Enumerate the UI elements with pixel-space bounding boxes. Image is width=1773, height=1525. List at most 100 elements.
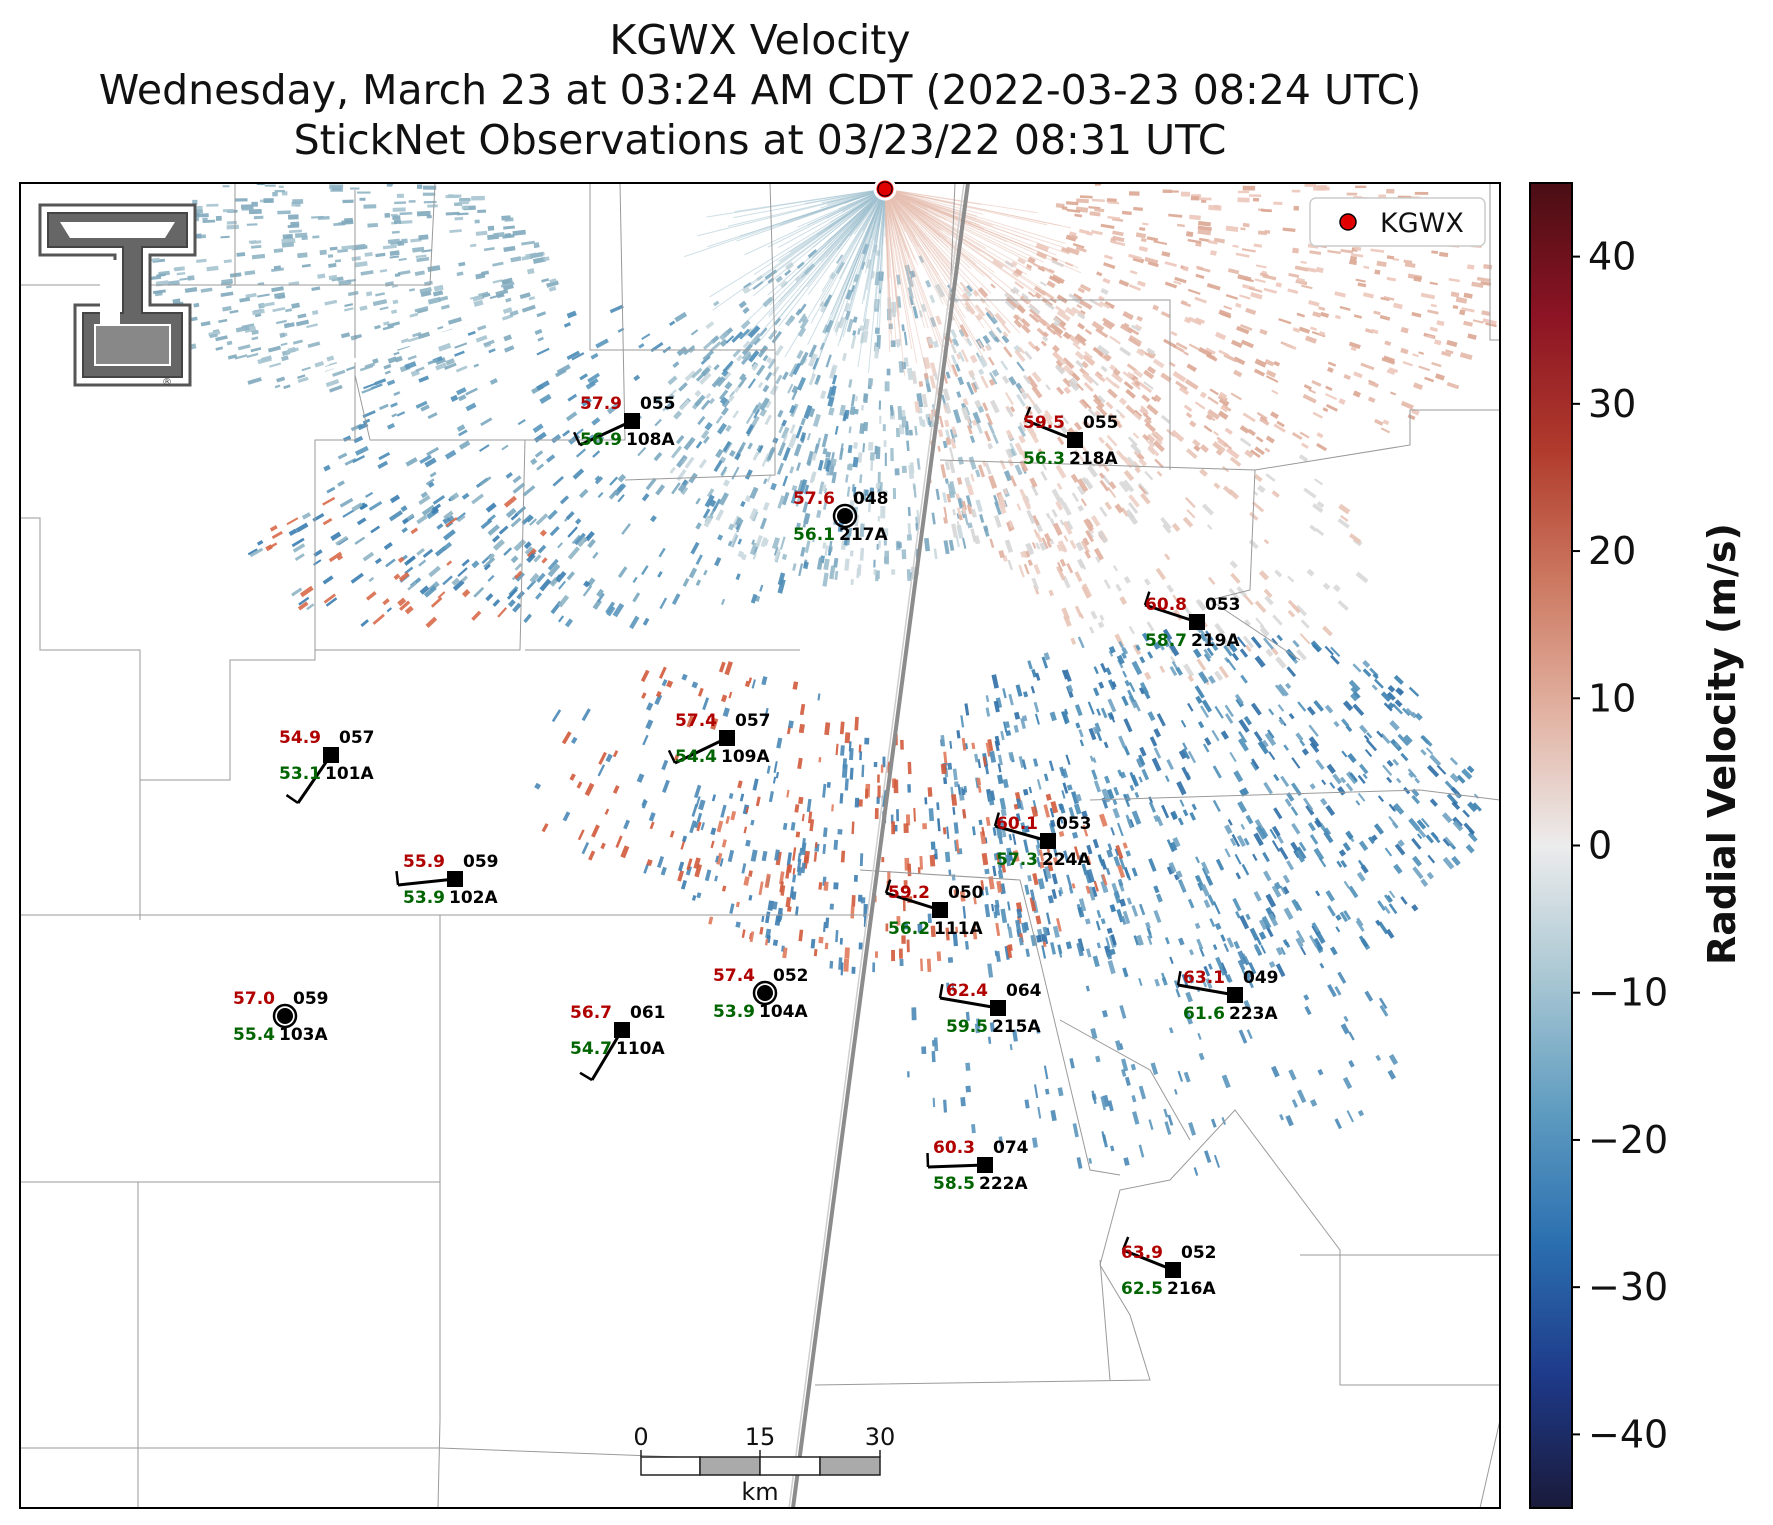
station-wind-direction: 057 [735,711,771,731]
title-radar: KGWX Velocity [609,16,911,64]
station-wind-direction: 050 [948,883,984,903]
station-219A: 60.8 053 58.7 219A [1143,591,1241,651]
wind-barb-feather-icon [938,983,944,999]
station-temperature: 60.8 [1145,595,1187,615]
station-dewpoint: 59.5 [946,1017,988,1037]
station-id: 101A [325,764,374,784]
station-wind-direction: 053 [1205,595,1241,615]
station-wind-direction: 053 [1056,814,1092,834]
station-dewpoint: 54.7 [570,1039,612,1059]
velocity-radial-gap [304,318,491,377]
station-wind-direction: 055 [1083,413,1119,433]
station-id: 108A [626,430,675,450]
station-marker-icon [757,985,773,1001]
station-wind-direction: 055 [640,394,676,414]
station-wind-direction: 052 [1181,1243,1217,1263]
station-dewpoint: 53.9 [713,1002,755,1022]
texas-tech-logo: ® [38,203,197,388]
station-224A: 60.1 053 57.3 224A [993,812,1092,870]
station-marker-icon [837,508,853,524]
station-marker-icon [447,871,463,887]
station-marker-icon [1040,833,1056,849]
station-temperature: 63.9 [1121,1243,1163,1263]
station-dewpoint: 53.9 [403,888,445,908]
calm-wind-icon [752,980,778,1006]
legend-label: KGWX [1380,208,1464,239]
station-temperature: 57.0 [233,989,275,1009]
station-marker-icon [990,1000,1006,1016]
wind-barb-feather-icon [1143,591,1151,606]
station-wind-direction: 048 [853,489,889,509]
station-wind-direction: 061 [630,1003,666,1023]
wind-barb-icon [674,736,728,765]
wind-barb-icon [1144,603,1198,624]
station-wind-direction: 059 [463,852,499,872]
sticknet-stations: 57.9 055 56.9 108A 59.5 055 56.3 218A 57.6 048 56.… [233,394,1278,1299]
station-temperature: 57.9 [580,394,622,414]
station-wind-direction: 057 [339,728,375,748]
station-110A: 56.7 061 54.7 110A [570,1003,666,1082]
station-216A: 63.9 052 62.5 216A [1121,1236,1217,1299]
station-temperature: 56.7 [570,1003,612,1023]
station-temperature: 60.3 [933,1138,975,1158]
station-marker-icon [1067,432,1083,448]
station-dewpoint: 56.3 [1023,449,1065,469]
wind-barb-feather-icon [285,794,299,805]
wind-barb-feather-icon [1176,970,1182,986]
station-id: 110A [616,1039,665,1059]
station-id: 219A [1191,631,1240,651]
svg-text:®: ® [162,377,172,388]
title-observations: StickNet Observations at 03/23/22 08:31 … [293,116,1227,164]
wind-barb-icon [927,1163,986,1169]
station-dewpoint: 56.1 [793,525,835,545]
station-102A: 55.9 059 53.9 102A [395,852,499,908]
station-id: 218A [1069,449,1118,469]
scale-tick-15: 15 [745,1423,776,1451]
wind-barb-feather-icon [884,879,892,894]
radar-site-marker [873,177,897,201]
station-id: 103A [279,1025,328,1045]
station-dewpoint: 61.6 [1183,1004,1225,1024]
station-marker-icon [719,730,735,746]
station-218A: 59.5 055 56.3 218A [1023,406,1119,469]
station-dewpoint: 62.5 [1121,1279,1163,1299]
station-marker-icon [1189,614,1205,630]
scale-bar: 0 15 30 km [633,1423,895,1506]
station-108A: 57.9 055 56.9 108A [572,394,676,450]
station-temperature: 63.1 [1183,968,1225,988]
calm-wind-icon [272,1003,298,1029]
station-dewpoint: 54.4 [675,747,717,767]
station-marker-icon [323,747,339,763]
wind-barb-icon [994,824,1049,843]
station-222A: 60.3 074 58.5 222A [926,1138,1029,1194]
wind-barb-feather-icon [395,870,400,886]
station-104A: 57.4 052 53.9 104A [713,966,808,1022]
station-temperature: 57.6 [793,489,835,509]
calm-wind-icon [832,503,858,529]
wind-barb-icon [939,996,999,1010]
wind-barb-icon [885,891,941,912]
station-dewpoint: 56.2 [888,919,930,939]
station-dewpoint: 58.5 [933,1174,975,1194]
station-marker-icon [932,902,948,918]
scale-unit: km [741,1478,778,1506]
station-temperature: 59.2 [888,883,930,903]
wind-barb-icon [1177,983,1236,997]
station-marker-icon [624,413,640,429]
station-wind-direction: 074 [993,1138,1029,1158]
station-215A: 62.4 064 59.5 215A [938,981,1042,1037]
wind-barb-feather-icon [1023,406,1032,421]
station-temperature: 55.9 [403,852,445,872]
station-id: 216A [1167,1279,1216,1299]
station-dewpoint: 53.1 [279,764,321,784]
station-marker-icon [977,1157,993,1173]
wind-barb-icon [397,877,456,887]
track-line [788,183,970,1508]
station-wind-direction: 059 [293,989,329,1009]
wind-barb-icon [590,1029,624,1081]
map-frame [19,182,1501,1509]
legend-marker-icon [1339,213,1357,231]
station-109A: 57.4 057 54.4 109A [667,711,771,767]
station-dewpoint: 57.3 [996,850,1038,870]
